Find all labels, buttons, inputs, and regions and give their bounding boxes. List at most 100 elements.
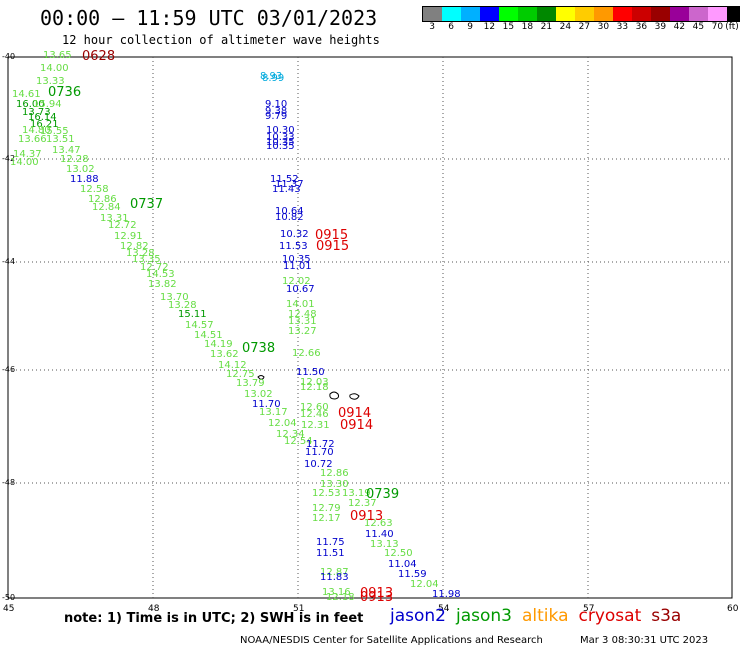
wave-height-label: 13.33	[36, 76, 65, 87]
wave-height-label: 13.16	[322, 587, 351, 598]
legend-item-altika: altika	[522, 606, 569, 626]
credit-text: NOAA/NESDIS Center for Satellite Applica…	[240, 635, 543, 646]
wave-height-label: 14.01	[286, 299, 315, 310]
pass-time-label: 0913	[360, 590, 394, 605]
wave-height-label: 11.50	[296, 367, 325, 378]
wave-height-label: 12.84	[92, 202, 121, 213]
wave-height-label: 10.82	[275, 212, 304, 223]
color-swatch	[423, 7, 442, 21]
wave-height-label: 13.70	[160, 292, 189, 303]
wave-height-label: 13.62	[210, 349, 239, 360]
pass-time-label: 0738	[242, 341, 276, 356]
wave-height-label: 12.50	[384, 548, 413, 559]
wave-height-label: 13.79	[236, 378, 265, 389]
color-swatch	[727, 7, 740, 21]
wave-height-label: 12.82	[120, 241, 149, 252]
wave-height-label: 15.94	[33, 99, 62, 110]
lat-tick-label: -48	[2, 478, 16, 487]
color-scale-label: (ft)	[725, 22, 739, 32]
color-swatch	[708, 7, 727, 21]
lon-tick-label: 48	[148, 604, 160, 614]
color-swatch	[518, 7, 537, 21]
wave-height-label: 13.73	[22, 107, 51, 118]
color-swatch	[670, 7, 689, 21]
wave-height-label: 12.72	[140, 262, 169, 273]
pass-time-label: 0914	[338, 406, 372, 421]
wave-height-label: 14.12	[218, 360, 247, 371]
color-swatch	[537, 7, 556, 21]
wave-height-label: 13.31	[288, 316, 317, 327]
color-scale-label: 70	[711, 22, 724, 32]
wave-height-label: 10.33	[266, 132, 295, 143]
satellite-legend: jason2 jason3 altika cryosat s3a	[390, 606, 691, 626]
island-outline	[349, 393, 360, 400]
wave-height-label: 10.72	[304, 459, 333, 470]
color-swatch	[575, 7, 594, 21]
legend-item-cryosat: cryosat	[578, 606, 642, 626]
wave-height-label: 11.88	[70, 174, 99, 185]
wave-height-label: 13.66	[18, 134, 47, 145]
color-swatch	[461, 7, 480, 21]
pass-time-label: 0913	[350, 509, 384, 524]
wave-height-label: 11.04	[388, 559, 417, 570]
lon-tick-label: 60	[727, 604, 739, 614]
wave-height-label: 13.28	[126, 248, 155, 259]
wave-height-label: 12.58	[80, 184, 109, 195]
lon-tick-label: 54	[438, 604, 450, 614]
wave-height-label: 9.10	[265, 99, 288, 110]
island-outline	[257, 375, 265, 380]
wave-height-label: 16.14	[28, 112, 57, 123]
wave-height-label: 13.65	[43, 50, 72, 61]
wave-height-label: 10.35	[266, 137, 295, 148]
wave-height-label: 10.64	[275, 206, 304, 217]
color-swatch	[442, 7, 461, 21]
color-scale-label: 30	[597, 22, 610, 32]
wave-height-label: 12.28	[60, 154, 89, 165]
wave-height-label: 13.82	[148, 279, 177, 290]
color-scale-label: 36	[635, 22, 648, 32]
island-outline	[329, 391, 340, 400]
wave-height-label: 12.79	[312, 503, 341, 514]
wave-height-label: 16.00	[16, 99, 45, 110]
color-swatch	[480, 7, 499, 21]
wave-height-label: 11.51	[316, 548, 345, 559]
wave-height-label: 15.55	[40, 126, 69, 137]
wave-height-label: 12.18	[326, 592, 355, 603]
page-subtitle: 12 hour collection of altimeter wave hei…	[62, 33, 380, 47]
color-scale-label: 24	[559, 22, 572, 32]
pass-time-label: 0915	[316, 239, 350, 254]
wave-height-label: 12.04	[410, 579, 439, 590]
color-scale-labels: 3 6 9 12 15 18 21 24 27 30 33 36 39 42 45 70 (ft)	[422, 22, 738, 34]
wave-height-label: 11.75	[316, 537, 345, 548]
wave-height-label: 12.91	[114, 231, 143, 242]
wave-height-label: 11.40	[365, 529, 394, 540]
wave-height-label: 14.19	[204, 339, 233, 350]
pass-time-label: 0915	[315, 228, 349, 243]
color-swatch	[556, 7, 575, 21]
pass-time-label: 0913	[360, 586, 394, 601]
wave-height-label: 13.28	[168, 300, 197, 311]
wave-height-label: 10.35	[282, 254, 311, 265]
lon-tick-label: 57	[583, 604, 595, 614]
lon-tick-label: 45	[3, 604, 15, 614]
wave-height-label: 12.02	[282, 276, 311, 287]
legend-item-s3a: s3a	[651, 606, 682, 626]
color-swatch	[613, 7, 632, 21]
wave-height-label: 12.54	[284, 436, 313, 447]
wave-height-label: 12.31	[301, 420, 330, 431]
wave-height-label: 12.46	[300, 409, 329, 420]
note-text: note: 1) Time is in UTC; 2) SWH is in fe…	[64, 611, 364, 626]
color-swatch	[594, 7, 613, 21]
wave-height-label: 11.37	[275, 179, 304, 190]
wave-height-label: 12.63	[364, 518, 393, 529]
wave-height-label: 11.01	[283, 261, 312, 272]
wave-height-label: 11.52	[270, 174, 299, 185]
wave-height-label: 15.11	[178, 309, 207, 320]
color-swatch	[499, 7, 518, 21]
lat-tick-label: -40	[2, 52, 16, 61]
lon-tick-label: 51	[293, 604, 305, 614]
wave-height-label: 12.03	[300, 377, 329, 388]
pass-time-label: 0628	[82, 49, 116, 64]
wave-height-label: 14.00	[10, 157, 39, 168]
